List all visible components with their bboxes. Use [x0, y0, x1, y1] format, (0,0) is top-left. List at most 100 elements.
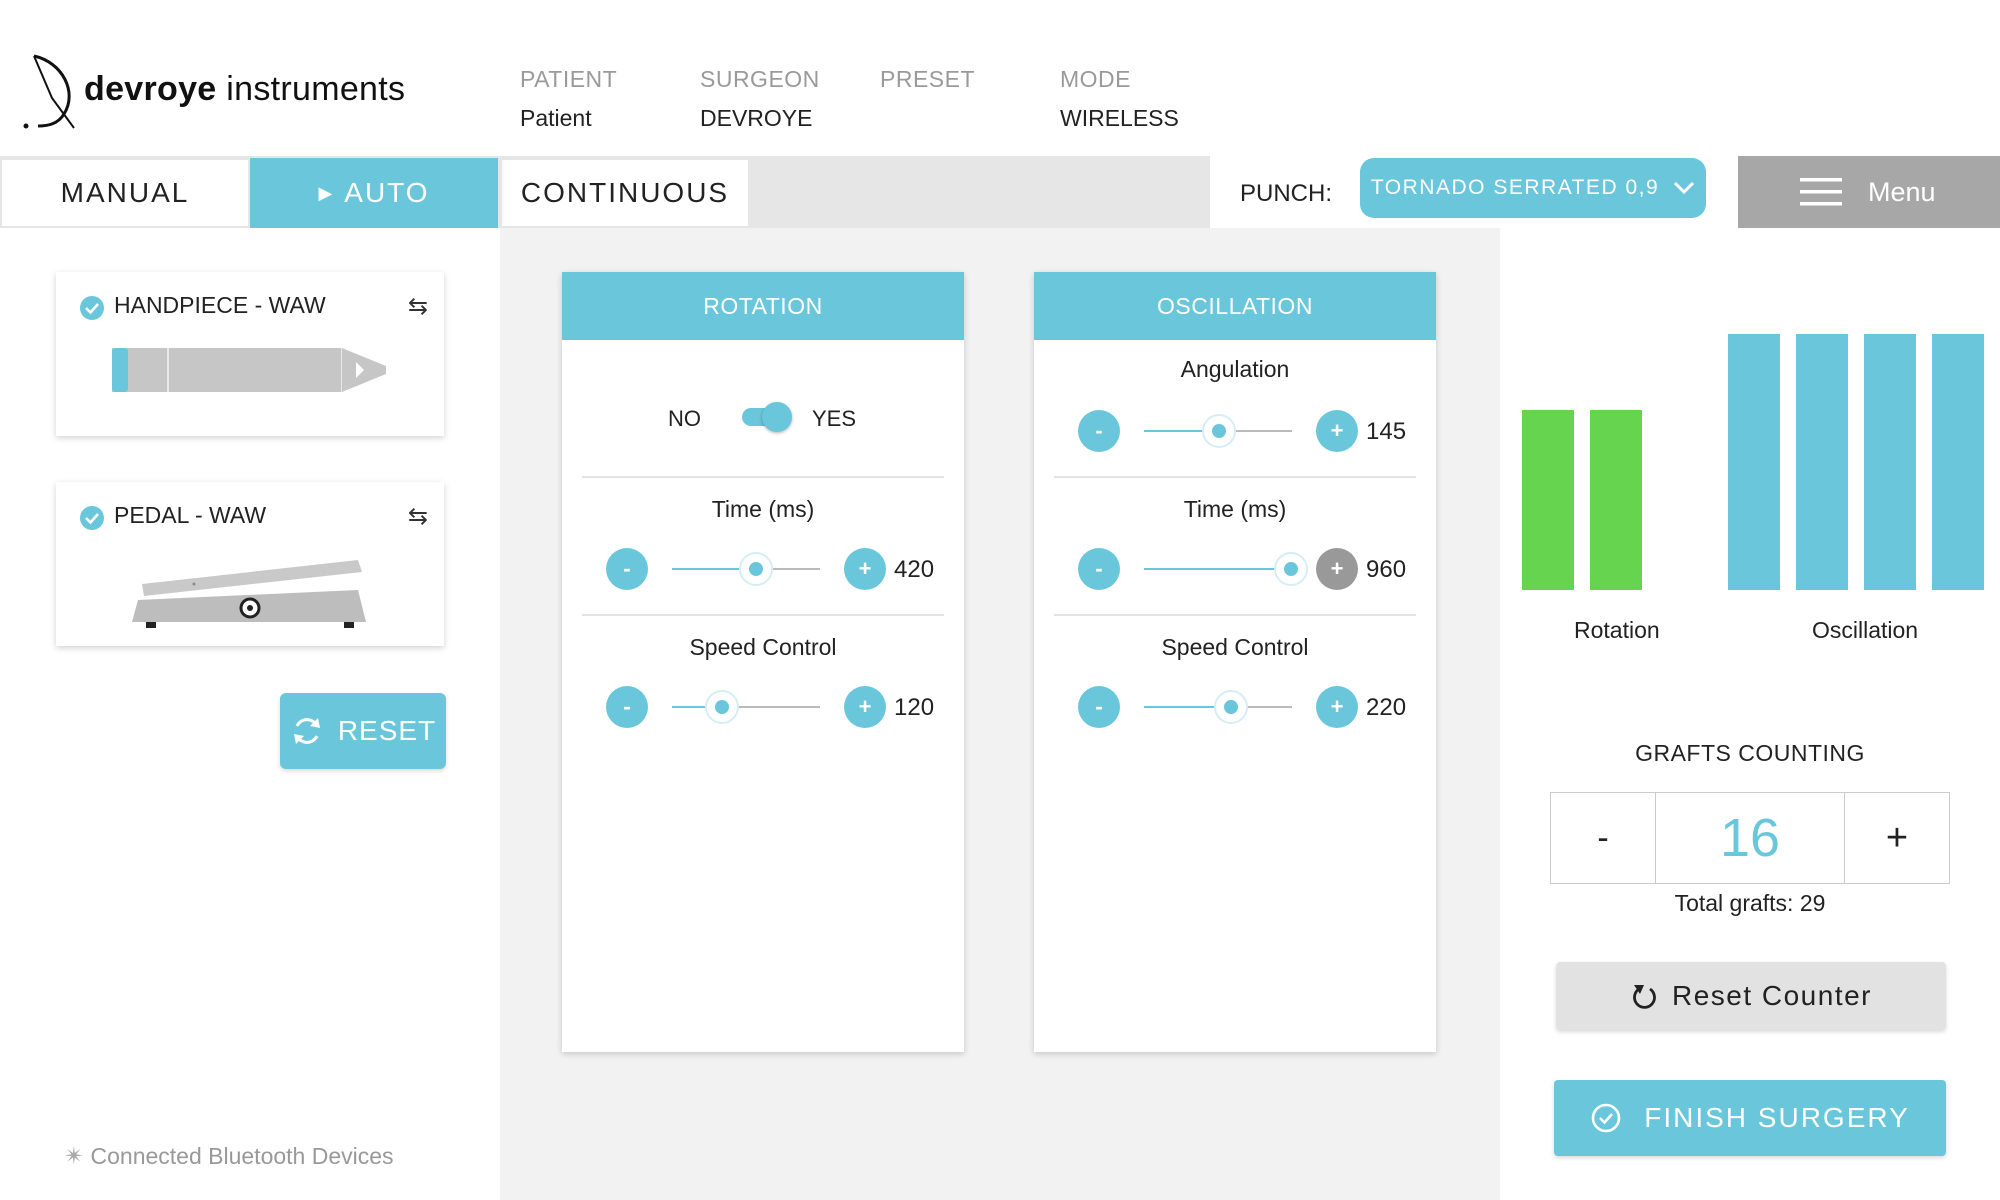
rotation-toggle-on-label: YES: [812, 406, 857, 431]
chevron-down-icon: [1674, 181, 1695, 195]
reset-counter-button[interactable]: Reset Counter: [1556, 962, 1946, 1030]
pedal-image: [132, 560, 366, 628]
undo-icon: [1633, 985, 1656, 1009]
device-title: HANDPIECE - WAW: [114, 292, 326, 318]
finish-surgery-label: FINISH SURGERY: [1644, 1102, 1910, 1133]
oscillation-angulation-minus-button[interactable]: -: [1078, 410, 1120, 452]
slider-thumb[interactable]: [1202, 414, 1237, 448]
check-icon: [80, 296, 104, 320]
reset-counter-label: Reset Counter: [1671, 980, 1873, 1011]
rotation-panel: ROTATION NO YES Time (ms) - + 420 Speed …: [562, 272, 964, 1052]
hamburger-icon: [1800, 178, 1842, 206]
oscillation-time-minus-button[interactable]: -: [1078, 548, 1120, 590]
tab-manual[interactable]: MANUAL: [0, 158, 250, 228]
oscillation-speed-label: Speed Control: [1161, 634, 1309, 660]
slider-thumb[interactable]: [1214, 690, 1249, 724]
rotation-speed-value: 120: [894, 694, 935, 721]
header-surgeon: SURGEON DEVROYE: [700, 66, 820, 132]
rotation-bars-label: Rotation: [1574, 617, 1660, 643]
intensity-bar: [1796, 334, 1848, 590]
brand-light: instruments: [216, 70, 406, 108]
intensity-bar: [1864, 334, 1916, 590]
oscillation-bars-label: Oscillation: [1812, 617, 1919, 643]
header-preset-label: PRESET: [880, 66, 976, 92]
punch-selected: TORNADO SERRATED 0,9: [1370, 176, 1660, 199]
rotation-speed-plus-button[interactable]: +: [844, 686, 886, 728]
oscillation-time-slider[interactable]: [1144, 568, 1292, 570]
reset-button[interactable]: RESET: [280, 693, 446, 769]
oscillation-speed-value: 220: [1366, 694, 1407, 721]
rotation-speed-label: Speed Control: [689, 634, 837, 660]
menu-button[interactable]: Menu: [1738, 156, 2000, 228]
bluetooth-icon: ✴: [64, 1143, 85, 1170]
tab-auto-label: AUTO: [344, 177, 430, 208]
header-mode: MODE WIRELESS: [1060, 66, 1179, 132]
reset-label: RESET: [337, 715, 437, 746]
rotation-header: ROTATION: [562, 272, 964, 340]
rotation-time-label: Time (ms): [711, 496, 815, 522]
device-title: PEDAL - WAW: [114, 502, 267, 528]
play-icon: ▶: [318, 182, 335, 203]
device-card-handpiece[interactable]: HANDPIECE - WAW ⇆: [56, 272, 444, 436]
grafts-plus-button[interactable]: +: [1844, 792, 1950, 884]
rotation-time-plus-button[interactable]: +: [844, 548, 886, 590]
oscillation-angulation-value: 145: [1366, 418, 1407, 445]
tab-auto[interactable]: ▶ AUTO: [250, 158, 498, 228]
header-preset[interactable]: PRESET: [880, 66, 975, 105]
oscillation-time-label: Time (ms): [1183, 496, 1287, 522]
swap-icon[interactable]: ⇆: [407, 293, 428, 320]
oscillation-header: OSCILLATION: [1034, 272, 1436, 340]
header-mode-value: WIRELESS: [1060, 105, 1179, 131]
logo-icon: [23, 54, 75, 129]
divider: [1054, 614, 1416, 616]
rotation-speed-minus-button[interactable]: -: [606, 686, 648, 728]
rotation-time-minus-button[interactable]: -: [606, 548, 648, 590]
grafts-counting-title: GRAFTS COUNTING: [1635, 740, 1865, 766]
slider-thumb[interactable]: [739, 552, 774, 586]
bluetooth-label: Connected Bluetooth Devices: [90, 1143, 394, 1169]
rotation-speed-slider[interactable]: [672, 706, 820, 708]
header-patient-value: Patient: [520, 105, 592, 131]
rotation-time-value: 420: [894, 556, 935, 583]
oscillation-bars: [1728, 334, 1984, 590]
tab-continuous[interactable]: CONTINUOUS: [500, 158, 750, 228]
rotation-toggle-off-label: NO: [668, 406, 701, 431]
oscillation-speed-plus-button[interactable]: +: [1316, 686, 1358, 728]
oscillation-speed-minus-button[interactable]: -: [1078, 686, 1120, 728]
punch-select[interactable]: TORNADO SERRATED 0,9: [1360, 158, 1706, 218]
rotation-bars: [1522, 410, 1644, 590]
header-surgeon-value: DEVROYE: [700, 105, 813, 131]
oscillation-time-value: 960: [1366, 556, 1407, 583]
tab-manual-label: MANUAL: [60, 177, 190, 208]
grafts-count-display: 16: [1655, 792, 1845, 884]
header-patient-label: PATIENT: [520, 66, 618, 92]
grafts-minus-label: -: [1597, 818, 1609, 857]
oscillation-panel: OSCILLATION Angulation - + 145 Time (ms)…: [1034, 272, 1436, 1052]
oscillation-angulation-label: Angulation: [1180, 356, 1290, 382]
finish-surgery-button[interactable]: FINISH SURGERY: [1554, 1080, 1946, 1156]
intensity-bar: [1728, 334, 1780, 590]
check-circle-icon: [1591, 1103, 1621, 1133]
tab-continuous-label: CONTINUOUS: [520, 177, 730, 208]
intensity-bar: [1932, 334, 1984, 590]
oscillation-time-plus-button[interactable]: +: [1316, 548, 1358, 590]
brand-bold: devroye: [84, 70, 217, 108]
logo: [22, 52, 382, 134]
header-mode-label: MODE: [1060, 66, 1131, 92]
rotation-toggle[interactable]: [740, 402, 792, 432]
swap-icon[interactable]: ⇆: [407, 503, 428, 530]
grafts-plus-label: +: [1885, 816, 1909, 859]
handpiece-image: [112, 348, 386, 392]
bluetooth-devices-link[interactable]: ✴ Connected Bluetooth Devices: [64, 1142, 394, 1171]
grafts-minus-button[interactable]: -: [1550, 792, 1656, 884]
intensity-bar: [1590, 410, 1642, 590]
brand-name: devroye instruments: [84, 70, 405, 109]
slider-thumb[interactable]: [1273, 552, 1308, 586]
grafts-count-value: 16: [1719, 808, 1781, 868]
grafts-total: Total grafts: 29: [1674, 890, 1826, 916]
check-icon: [80, 506, 104, 530]
oscillation-angulation-plus-button[interactable]: +: [1316, 410, 1358, 452]
divider: [582, 476, 944, 478]
device-card-pedal[interactable]: PEDAL - WAW ⇆: [56, 482, 444, 646]
slider-thumb[interactable]: [705, 690, 740, 724]
